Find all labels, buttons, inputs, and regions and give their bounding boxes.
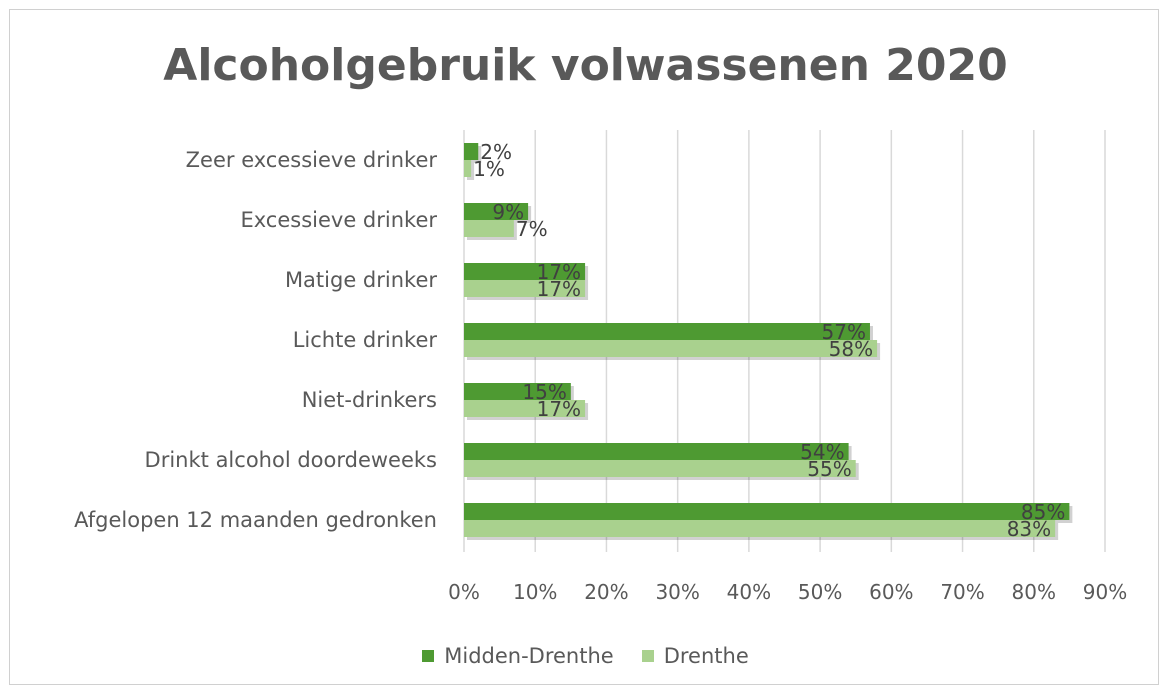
bar-midden-drenthe [464, 383, 571, 400]
bar-midden-drenthe [464, 503, 1070, 520]
category-label: Drinkt alcohol doordeweeks [145, 448, 437, 472]
bar-midden-drenthe [464, 323, 870, 340]
bar-midden-drenthe [464, 203, 529, 220]
category-label: Lichte drinker [293, 328, 438, 352]
data-label: 17% [537, 397, 581, 421]
bar-drenthe [464, 280, 586, 297]
x-tick-label: 20% [584, 580, 628, 604]
x-tick-label: 40% [727, 580, 771, 604]
x-tick-label: 0% [448, 580, 480, 604]
data-label: 83% [1007, 517, 1051, 541]
bar-midden-drenthe [464, 263, 586, 280]
bar-drenthe [464, 340, 878, 357]
x-tick-label: 70% [940, 580, 984, 604]
category-label: Afgelopen 12 maanden gedronken [74, 508, 437, 532]
x-tick-label: 60% [869, 580, 913, 604]
data-label: 7% [516, 217, 548, 241]
data-label: 55% [807, 457, 851, 481]
x-tick-label: 90% [1083, 580, 1127, 604]
data-label: 1% [473, 157, 505, 181]
bar-midden-drenthe [464, 143, 479, 160]
category-label: Excessieve drinker [240, 208, 437, 232]
category-label: Niet-drinkers [302, 388, 437, 412]
category-label: Matige drinker [285, 268, 437, 292]
chart-title: Alcoholgebruik volwassenen 2020 [163, 40, 1008, 91]
legend-swatch-midden-drenthe [422, 650, 435, 662]
x-tick-label: 30% [655, 580, 699, 604]
category-label: Zeer excessieve drinker [186, 148, 438, 172]
bar-drenthe [464, 520, 1056, 537]
data-label: 17% [537, 277, 581, 301]
chart-legend: Midden-Drenthe Drenthe [0, 644, 1171, 668]
data-label: 2% [480, 140, 512, 164]
bar-drenthe [464, 220, 514, 237]
x-tick-label: 80% [1012, 580, 1056, 604]
bar-drenthe [464, 400, 586, 417]
legend-label-midden-drenthe: Midden-Drenthe [444, 644, 614, 668]
legend-swatch-drenthe [641, 650, 654, 662]
bar-drenthe [464, 460, 856, 477]
legend-item-midden-drenthe: Midden-Drenthe [422, 644, 614, 668]
data-label: 58% [829, 337, 873, 361]
legend-label-drenthe: Drenthe [663, 644, 749, 668]
bar-midden-drenthe [464, 443, 849, 460]
legend-item-drenthe: Drenthe [641, 644, 749, 668]
bar-drenthe [464, 160, 472, 177]
x-tick-label: 10% [513, 580, 557, 604]
x-tick-label: 50% [798, 580, 842, 604]
